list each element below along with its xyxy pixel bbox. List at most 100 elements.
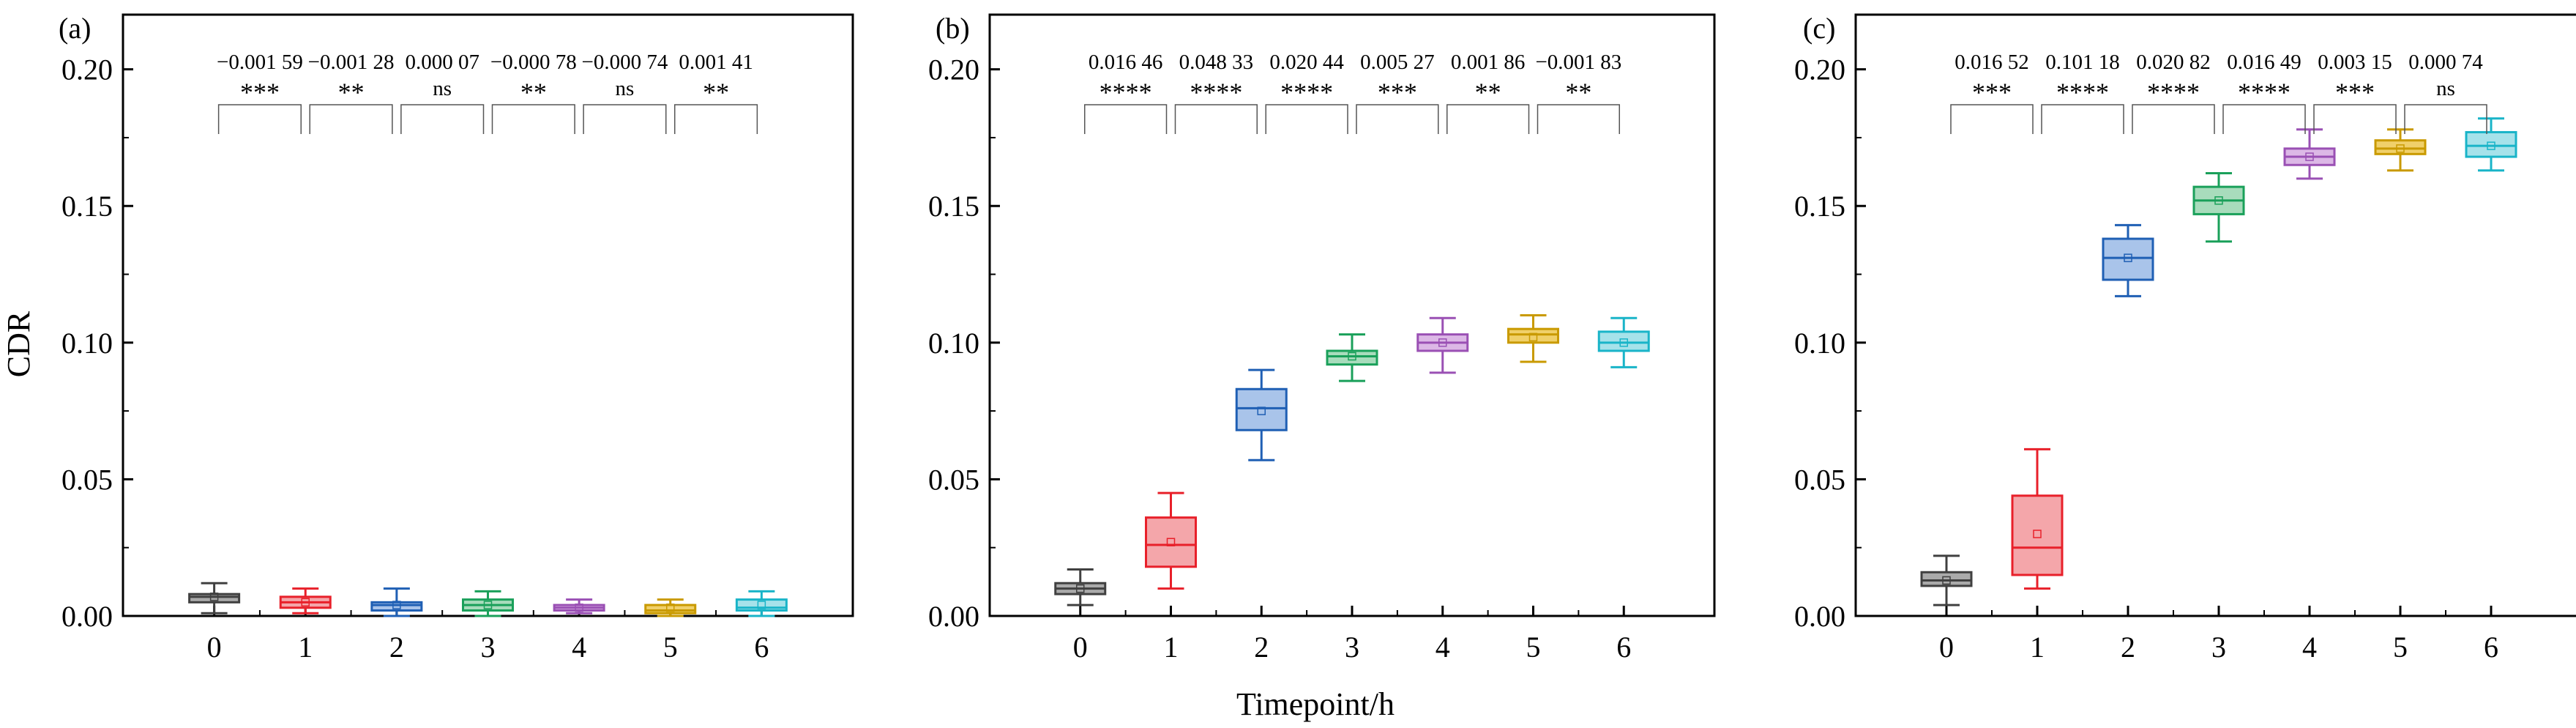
mean-marker [209,593,219,601]
mean-marker [1348,352,1356,361]
comparison-bracket [2313,104,2397,134]
difference-label: 0.000 74 [2408,51,2483,74]
significance-label: ** [1475,78,1501,107]
panel-label: (c) [1803,12,1835,45]
x-tick-label: 4 [1436,631,1450,664]
mean-marker [2396,144,2405,153]
x-tick-label: 2 [1254,631,1269,664]
comparison-bracket [2222,104,2306,134]
box-iqr [1597,330,1650,352]
box-iqr [1326,349,1378,366]
difference-label: 0.020 82 [2136,51,2211,74]
comparison-3-4: *** 0.005 27 [1356,51,1439,134]
comparison-5-6: ** −0.001 83 [1535,51,1621,134]
significance-label: **** [2147,78,2200,107]
comparison-bracket [1265,104,1348,134]
significance-label: **** [1190,78,1242,107]
box-timepoint-0 [188,582,241,614]
box-timepoint-3 [2192,171,2245,243]
y-tick-label: 0.00 [928,600,979,633]
difference-label: −0.000 78 [490,51,577,74]
y-axis-title: CDR [1,311,37,377]
significance-label: **** [1100,78,1152,107]
mean-marker [1942,576,1951,585]
mean-marker [1166,538,1176,546]
comparison-1-2: **** 0.101 18 [2041,51,2124,134]
mean-marker [757,601,766,609]
difference-label: −0.001 28 [308,51,395,74]
significance-label: *** [1972,78,2012,107]
y-tick-label: 0.20 [1794,53,1845,86]
difference-label: 0.001 41 [679,51,753,74]
box-iqr [644,603,697,614]
x-tick-label: 0 [1939,631,1954,664]
comparison-4-5: *** 0.003 15 [2313,51,2397,134]
box-timepoint-0 [1054,568,1107,606]
x-tick-label: 3 [481,631,496,664]
comparison-bracket [2404,104,2487,134]
y-tick-label: 0.10 [61,327,113,360]
difference-label: −0.001 83 [1535,51,1621,74]
difference-label: 0.020 44 [1269,51,1344,74]
significance-label: ** [703,78,729,107]
significance-label: **** [2238,78,2291,107]
box-timepoint-2 [2102,223,2154,297]
x-tick-label: 4 [2302,631,2317,664]
y-tick-label: 0.15 [1794,190,1845,223]
box-iqr [370,601,423,612]
box-timepoint-2 [370,587,423,617]
comparison-bracket [1950,104,2034,134]
panel-a: (a) 0.00 0.05 0.10 0.15 0.20 0 1 2 3 4 5 6 *** −0.001 … [59,12,854,664]
comparison-bracket [674,104,758,134]
box-iqr [2465,130,2517,158]
x-tick-label: 5 [663,631,678,664]
mean-marker [1528,333,1538,342]
x-tick-label: 2 [389,631,404,664]
box-iqr [1145,516,1197,568]
box-timepoint-5 [2374,128,2427,172]
y-tick-label: 0.15 [61,190,113,223]
comparison-bracket [1537,104,1620,134]
comparison-bracket [1446,104,1530,134]
x-tick-label: 4 [572,631,586,664]
panel-c: (c) 0.00 0.05 0.10 0.15 0.20 0 1 2 3 4 5 6 *** 0.016 5… [1794,12,2576,664]
mean-marker [1619,338,1628,347]
box-iqr [2374,139,2427,155]
comparison-1-2: ** −0.001 28 [308,51,395,134]
comparison-5-6: ns 0.000 74 [2404,51,2487,134]
comparison-0-1: *** 0.016 52 [1950,51,2034,134]
mean-marker [392,601,401,609]
comparison-2-3: ns 0.000 07 [400,51,485,134]
significance-label: ns [433,77,452,100]
comparison-3-4: **** 0.016 49 [2222,51,2306,134]
box-timepoint-1 [279,587,332,614]
comparison-3-4: ** −0.000 78 [490,51,577,134]
y-tick-label: 0.10 [1794,327,1845,360]
y-tick-label: 0.05 [1794,463,1845,496]
comparison-0-1: **** 0.016 46 [1084,51,1168,134]
y-tick-label: 0.00 [1794,600,1845,633]
y-tick-label: 0.05 [928,463,979,496]
box-iqr [1235,387,1288,431]
mean-marker [1076,584,1085,593]
significance-label: *** [240,78,280,107]
comparison-1-2: **** 0.048 33 [1174,51,1258,134]
x-axis-title: Timepoint/h [1236,686,1395,722]
comparison-bracket [2041,104,2124,134]
significance-label: **** [1280,78,1333,107]
difference-label: 0.003 15 [2318,51,2392,74]
mean-marker [483,601,493,609]
y-tick-label: 0.20 [928,53,979,86]
box-iqr [2011,494,2064,576]
box-timepoint-4 [1416,316,1469,374]
comparison-2-3: **** 0.020 82 [2132,51,2215,134]
comparison-bracket [217,104,302,134]
mean-marker [301,598,310,607]
x-tick-label: 6 [2484,631,2498,664]
difference-label: 0.048 33 [1179,51,1254,74]
mean-marker [2124,253,2132,262]
y-tick-label: 0.20 [61,53,113,86]
difference-label: 0.001 86 [1451,51,1526,74]
x-tick-label: 2 [2121,631,2135,664]
